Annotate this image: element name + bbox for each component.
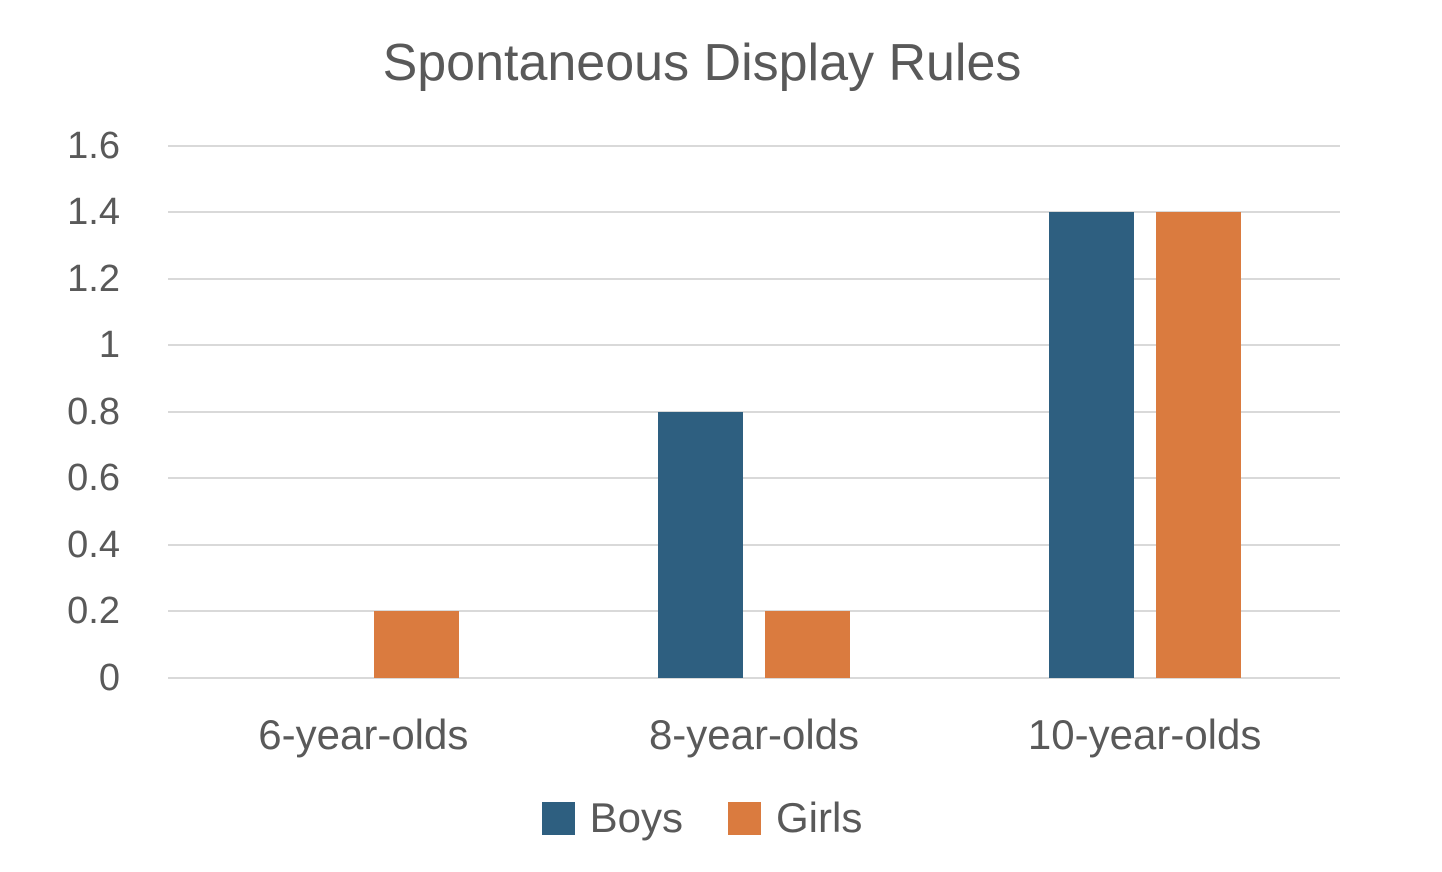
- y-tick-label: 0.6: [67, 457, 120, 500]
- gridline: [168, 145, 1340, 147]
- y-tick-label: 0.8: [67, 390, 120, 433]
- gridline: [168, 477, 1340, 480]
- gridline: [168, 543, 1340, 546]
- x-axis-label-6-year-olds: 6-year-olds: [258, 711, 469, 758]
- y-tick-label: 1.6: [67, 125, 120, 167]
- x-axis-label-10-year-olds: 10-year-olds: [1027, 711, 1262, 758]
- y-tick-label: 0: [98, 656, 120, 699]
- gridline: [168, 211, 1340, 214]
- bar-girls-6-year-olds: [374, 611, 460, 678]
- chart-title: Spontaneous Display Rules: [382, 34, 1022, 92]
- y-tick-label: 0.2: [67, 590, 120, 633]
- y-tick-label: 1: [98, 324, 120, 367]
- gridline: [168, 676, 1340, 679]
- x-axis-label-8-year-olds: 8-year-olds: [648, 711, 860, 758]
- bar-boys-10-year-olds: [1048, 212, 1134, 678]
- gridline: [168, 610, 1340, 613]
- legend-label-boys: Boys: [589, 794, 684, 841]
- legend-swatch-boys: [541, 801, 575, 835]
- legend-swatch-girls: [728, 801, 762, 835]
- y-tick-label: 1.4: [67, 191, 120, 234]
- bar-girls-8-year-olds: [765, 611, 850, 678]
- gridline: [168, 344, 1340, 347]
- y-tick-label: 1.2: [67, 257, 120, 300]
- gridline: [168, 410, 1340, 413]
- chart-legend: Boys Girls: [0, 794, 1404, 841]
- legend-item-boys: Boys: [541, 794, 684, 841]
- legend-label-girls: Girls: [776, 794, 863, 841]
- bar-boys-8-year-olds: [658, 411, 743, 678]
- gridline: [168, 277, 1340, 280]
- y-tick-label: 0.4: [67, 523, 120, 566]
- bar-girls-10-year-olds: [1155, 212, 1241, 678]
- legend-item-girls: Girls: [728, 794, 863, 841]
